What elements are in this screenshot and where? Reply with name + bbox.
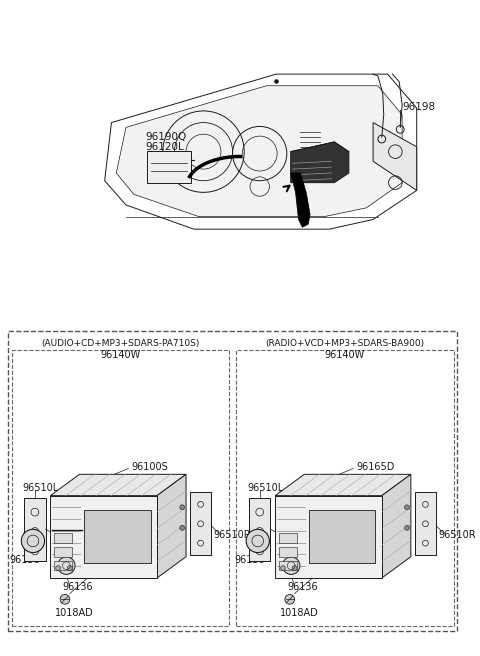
Text: 96510R: 96510R (438, 530, 476, 541)
Text: 96140W: 96140W (100, 350, 140, 360)
Text: 96136: 96136 (288, 582, 318, 592)
Text: 96198: 96198 (402, 102, 435, 112)
Circle shape (405, 525, 409, 530)
Bar (84, 510, 151, 564)
Circle shape (246, 529, 269, 552)
Bar (249, 498, 270, 561)
Bar (190, 492, 211, 555)
Polygon shape (373, 123, 417, 190)
Text: (AUDIO+CD+MP3+SDARS-PA710S): (AUDIO+CD+MP3+SDARS-PA710S) (41, 339, 199, 348)
Circle shape (56, 565, 60, 571)
Bar (415, 492, 436, 555)
Text: 96136: 96136 (10, 556, 40, 565)
Bar (12, 350, 228, 626)
Polygon shape (157, 474, 186, 578)
Bar (237, 350, 454, 626)
Text: 96100S: 96100S (132, 462, 168, 472)
Bar (24, 498, 46, 561)
Circle shape (405, 505, 409, 510)
Circle shape (67, 565, 72, 571)
Circle shape (21, 529, 45, 552)
Text: 1018AD: 1018AD (280, 608, 319, 618)
Bar (309, 510, 375, 564)
Text: 96136: 96136 (235, 556, 265, 565)
Bar (275, 496, 382, 578)
Polygon shape (105, 74, 417, 229)
Text: 96510L: 96510L (22, 483, 59, 493)
Text: 96190Q: 96190Q (145, 132, 187, 142)
Circle shape (282, 557, 300, 575)
Text: 96140W: 96140W (325, 350, 365, 360)
Bar (279, 547, 297, 557)
Polygon shape (275, 474, 411, 496)
Text: 96120L: 96120L (145, 142, 184, 152)
Text: 96136: 96136 (62, 582, 93, 592)
Text: (RADIO+VCD+MP3+SDARS-BA900): (RADIO+VCD+MP3+SDARS-BA900) (265, 339, 424, 348)
Bar (147, 151, 191, 182)
Text: 96510R: 96510R (213, 530, 251, 541)
Circle shape (58, 557, 75, 575)
Polygon shape (116, 86, 402, 216)
Bar (54, 561, 72, 570)
Polygon shape (291, 173, 310, 227)
Circle shape (60, 594, 70, 604)
Bar (54, 547, 72, 557)
Bar (8, 331, 457, 631)
Circle shape (285, 594, 295, 604)
Circle shape (280, 565, 286, 571)
Polygon shape (382, 474, 411, 578)
Circle shape (180, 525, 185, 530)
Text: 96165D: 96165D (357, 462, 395, 472)
Text: 96510L: 96510L (247, 483, 283, 493)
Circle shape (180, 505, 185, 510)
Bar (279, 561, 297, 570)
Text: 1018AD: 1018AD (55, 608, 94, 618)
Polygon shape (50, 474, 186, 496)
Bar (54, 533, 72, 543)
Bar (279, 533, 297, 543)
Bar (50, 496, 157, 578)
Polygon shape (291, 142, 349, 182)
Circle shape (292, 565, 297, 571)
